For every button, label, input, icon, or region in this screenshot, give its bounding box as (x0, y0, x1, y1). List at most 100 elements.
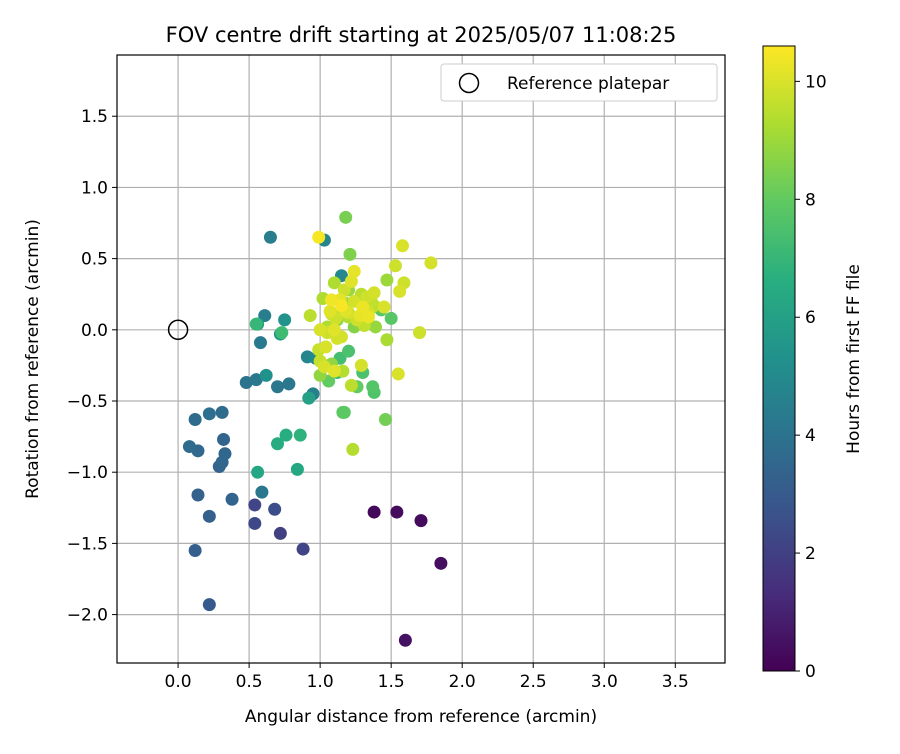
colorbar-gradient (762, 45, 796, 672)
reference-marker-group (167, 319, 189, 341)
data-point (342, 344, 356, 358)
data-point (377, 300, 391, 314)
x-tick-label: 1.0 (307, 672, 334, 692)
data-point (273, 526, 287, 540)
data-point (344, 274, 358, 288)
data-point (380, 273, 394, 287)
data-point (313, 323, 327, 337)
data-point (369, 320, 383, 334)
colorbar-tick-label: 4 (805, 426, 816, 446)
data-point (202, 407, 216, 421)
data-point (255, 485, 269, 499)
x-axis-label: Angular distance from reference (arcmin) (245, 707, 597, 727)
data-point (296, 542, 310, 556)
data-point (278, 313, 292, 327)
data-point (282, 377, 296, 391)
data-point (354, 358, 368, 372)
data-point (347, 264, 361, 278)
y-axis-label: Rotation from reference (arcmin) (23, 219, 43, 499)
data-point (367, 505, 381, 519)
colorbar-tick-label: 0 (805, 662, 816, 682)
data-point (344, 378, 358, 392)
data-point (188, 413, 202, 427)
data-point (327, 323, 341, 337)
data-point (271, 437, 285, 451)
y-tick-label: 0.0 (81, 321, 108, 341)
reference-marker (167, 319, 189, 341)
legend-box (440, 63, 718, 102)
data-point (378, 413, 392, 427)
colorbar-tick-label: 2 (805, 544, 816, 564)
data-point (302, 391, 316, 405)
data-point (384, 311, 398, 325)
x-tick-label: 2.0 (449, 672, 476, 692)
data-point (239, 375, 253, 389)
data-point (327, 364, 341, 378)
y-axis-ticks: 1.5 1.0 0.5 0.0 −0.5 −1.0 −1.5 −2.0 (67, 107, 117, 626)
data-point (218, 447, 232, 461)
data-point (293, 428, 307, 442)
colorbar-tick-label: 6 (805, 308, 816, 328)
data-point (424, 256, 438, 270)
data-point (251, 465, 265, 479)
data-point (414, 514, 428, 528)
data-point (346, 442, 360, 456)
data-point (317, 360, 331, 374)
data-point (325, 293, 339, 307)
legend-marker-icon (458, 72, 480, 94)
x-axis-ticks: 0.0 0.5 1.0 1.5 2.0 2.5 3.0 3.5 (165, 663, 689, 692)
colorbar-ticks: 0 2 4 6 8 10 (795, 72, 827, 682)
colorbar-tick-label: 8 (805, 190, 816, 210)
data-point (191, 488, 205, 502)
data-point (248, 516, 262, 530)
data-point (312, 230, 326, 244)
data-point (334, 299, 348, 313)
data-point (367, 286, 381, 300)
data-points (182, 210, 448, 647)
data-point (249, 317, 263, 331)
data-point (380, 333, 394, 347)
data-point (366, 380, 380, 394)
x-tick-label: 0.0 (165, 672, 192, 692)
data-point (249, 373, 263, 387)
plot-frame (116, 54, 726, 664)
data-point (361, 310, 375, 324)
data-point (356, 300, 370, 314)
data-point (413, 326, 427, 340)
x-tick-label: 3.5 (662, 672, 689, 692)
data-point (343, 247, 357, 261)
data-point (434, 556, 448, 570)
data-point (393, 284, 407, 298)
y-tick-label: 1.5 (81, 107, 108, 127)
data-point (268, 502, 282, 516)
data-point (279, 428, 293, 442)
data-point (396, 239, 410, 253)
x-tick-label: 2.5 (520, 672, 547, 692)
data-point (263, 230, 277, 244)
grid-lines (117, 55, 725, 663)
data-point (388, 259, 402, 273)
data-point (258, 309, 272, 323)
data-point (323, 304, 337, 318)
data-point (271, 380, 285, 394)
data-point (337, 283, 351, 297)
legend-label: Reference platepar (507, 74, 669, 94)
data-point (339, 210, 353, 224)
data-point (182, 440, 196, 454)
data-point (202, 598, 216, 612)
data-point (217, 432, 231, 446)
data-point (225, 492, 239, 506)
data-point (391, 367, 405, 381)
data-point (202, 509, 216, 523)
y-tick-label: −2.0 (67, 606, 108, 626)
x-tick-label: 1.5 (378, 672, 405, 692)
x-tick-label: 0.5 (236, 672, 263, 692)
data-point (215, 405, 229, 419)
data-point (259, 368, 273, 382)
data-point (253, 336, 267, 350)
x-tick-label: 3.0 (591, 672, 618, 692)
data-point (290, 462, 304, 476)
data-point (188, 544, 202, 558)
data-point (319, 340, 333, 354)
